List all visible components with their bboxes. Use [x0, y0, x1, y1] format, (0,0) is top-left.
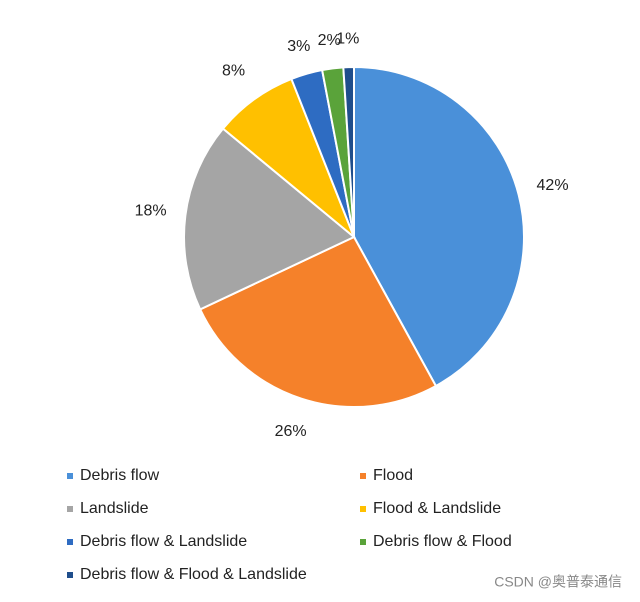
legend-marker [360, 473, 366, 479]
legend-marker [67, 506, 73, 512]
legend-label: Debris flow & Landslide [80, 533, 247, 550]
legend-label: Landslide [80, 500, 149, 517]
data-label: 1% [336, 30, 359, 47]
pie-slice [198, 235, 438, 408]
legend-marker [360, 539, 366, 545]
legend-marker [360, 506, 366, 512]
legend-label: Debris flow & Flood [373, 533, 512, 550]
data-label: 2% [318, 32, 341, 49]
legend-label: Debris flow & Flood & Landslide [80, 566, 307, 583]
legend-label: Debris flow [80, 467, 160, 484]
pie-slice [353, 65, 525, 388]
data-label: 26% [275, 423, 307, 440]
pie-slice [183, 127, 356, 311]
legend-label: Flood [373, 467, 413, 484]
data-label: 3% [287, 38, 310, 55]
pie-slice [342, 65, 355, 238]
legend-marker [67, 473, 73, 479]
data-label: 8% [222, 62, 245, 79]
legend-label: Flood & Landslide [373, 500, 501, 517]
data-label: 42% [537, 177, 569, 194]
watermark: CSDN @奥普泰通信 [494, 574, 622, 590]
legend-marker [67, 539, 73, 545]
data-label: 18% [135, 203, 167, 220]
legend-marker [67, 572, 73, 578]
